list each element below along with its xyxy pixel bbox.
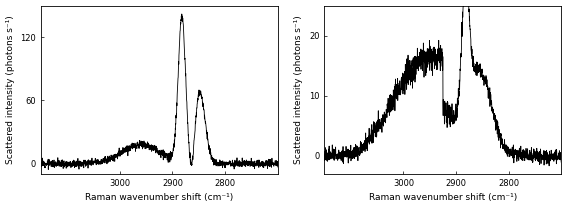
Y-axis label: Scattered intensity (photons s⁻¹): Scattered intensity (photons s⁻¹)	[294, 15, 303, 164]
X-axis label: Raman wavenumber shift (cm⁻¹): Raman wavenumber shift (cm⁻¹)	[85, 193, 234, 202]
Y-axis label: Scattered intensity (photons s⁻¹): Scattered intensity (photons s⁻¹)	[6, 15, 15, 164]
X-axis label: Raman wavenumber shift (cm⁻¹): Raman wavenumber shift (cm⁻¹)	[369, 193, 517, 202]
